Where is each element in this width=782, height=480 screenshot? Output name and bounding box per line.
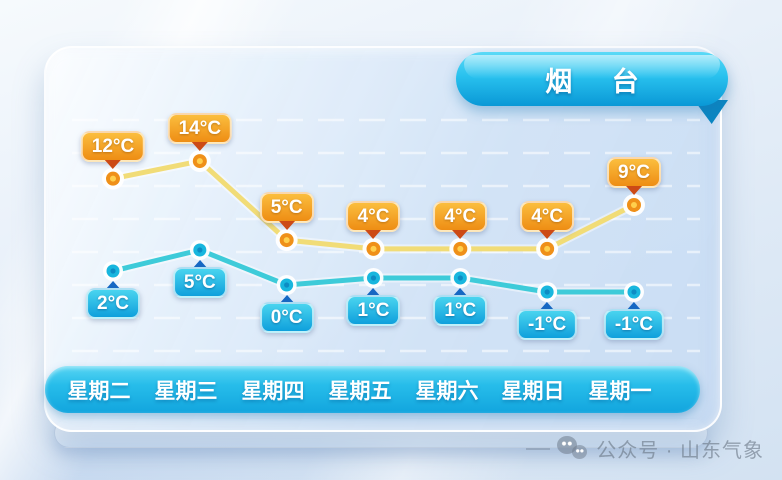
- arrow-down-icon: [278, 221, 295, 231]
- temp-bubble-high: 12°C: [80, 130, 146, 169]
- arrow-up-icon: [278, 295, 295, 304]
- weekday-bar: 星期二 星期三 星期四 星期五 星期六 星期日 星期一: [45, 366, 700, 413]
- temp-bubble-low: -1°C: [603, 302, 665, 340]
- arrow-down-icon: [365, 229, 382, 239]
- temp-bubble-low: 0°C: [259, 295, 314, 333]
- high-temp-value: 14°C: [167, 113, 233, 145]
- low-temp-value: 0°C: [259, 302, 314, 333]
- low-temp-value: 1°C: [433, 295, 488, 326]
- temp-bubble-high: 4°C: [433, 200, 488, 239]
- city-banner: 烟 台: [456, 52, 728, 106]
- wechat-icon: [557, 435, 589, 462]
- arrow-down-icon: [539, 229, 556, 239]
- arrow-up-icon: [539, 302, 556, 311]
- arrow-down-icon: [625, 185, 642, 195]
- temp-bubble-low: 5°C: [172, 260, 227, 298]
- temp-bubble-high: 5°C: [259, 192, 314, 231]
- weekday-label-5: 星期六: [415, 379, 479, 403]
- arrow-down-icon: [191, 142, 208, 152]
- weekday-label-1: 星期二: [67, 379, 131, 403]
- temp-bubble-high: 4°C: [346, 200, 401, 239]
- weekday-label-3: 星期四: [241, 379, 305, 403]
- high-temp-value: 4°C: [433, 200, 488, 232]
- low-temp-value: 1°C: [346, 295, 401, 326]
- temp-bubble-low: 1°C: [346, 288, 401, 326]
- arrow-up-icon: [625, 302, 642, 311]
- high-temp-value: 4°C: [520, 200, 575, 232]
- high-temp-value: 9°C: [607, 156, 661, 188]
- weekday-label-7: 星期一: [588, 379, 652, 403]
- arrow-down-icon: [104, 159, 121, 169]
- decorative-line: [526, 447, 551, 450]
- low-temp-value: 2°C: [86, 288, 140, 319]
- low-temp-value: 5°C: [172, 267, 227, 298]
- weekday-label-2: 星期三: [154, 379, 218, 403]
- high-temp-value: 12°C: [80, 130, 146, 162]
- arrow-down-icon: [452, 229, 469, 239]
- high-temp-value: 4°C: [346, 200, 401, 232]
- temp-bubble-low: 1°C: [433, 288, 488, 326]
- high-temp-value: 5°C: [259, 192, 314, 224]
- weekday-label-6: 星期日: [501, 379, 565, 403]
- temp-bubble-high: 14°C: [167, 113, 233, 152]
- weekday-label-4: 星期五: [328, 379, 392, 403]
- temp-bubble-high: 9°C: [607, 156, 661, 195]
- temp-bubble-low: -1°C: [517, 302, 578, 340]
- temp-bubble-low: 2°C: [86, 281, 140, 319]
- city-title: 烟 台: [545, 66, 655, 97]
- low-temp-value: -1°C: [517, 309, 578, 340]
- watermark: 公众号 · 山东气象: [526, 434, 764, 463]
- temp-bubble-high: 4°C: [520, 200, 575, 239]
- low-temp-value: -1°C: [603, 309, 665, 340]
- watermark-text: 公众号 · 山东气象: [596, 440, 764, 462]
